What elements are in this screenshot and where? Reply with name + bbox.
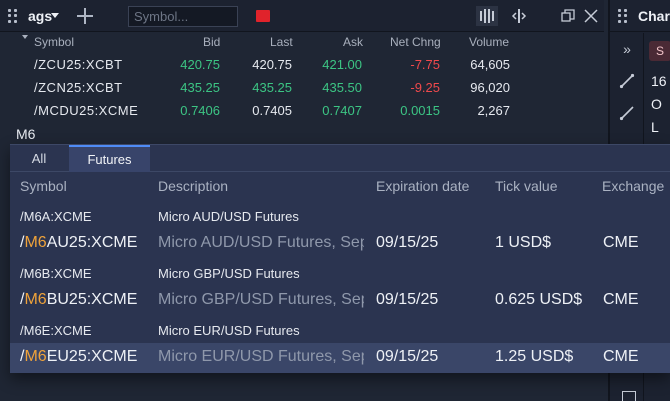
result-tick-value: 1 USD$: [495, 234, 552, 251]
row-bid: 0.7406: [180, 103, 220, 118]
col-expiration: Expiration date: [376, 178, 470, 194]
result-description: Micro EUR/USD Futures, Sep: [158, 348, 364, 365]
symbol-search-input[interactable]: [128, 6, 238, 27]
watchlist-header: Symbol Bid Last Ask Net Chng Volume: [0, 32, 604, 52]
tab-all[interactable]: All: [31, 151, 47, 166]
result-row-contract[interactable]: /M6AU25:XCME Micro AUD/USD Futures, Sep …: [10, 229, 670, 259]
row-net-chng: -9.25: [410, 80, 440, 95]
row-last: 420.75: [252, 57, 292, 72]
result-description: Micro GBP/USD Futures, Sep: [158, 291, 364, 308]
result-expiration: 09/15/25: [376, 348, 439, 365]
watchlist-toolbar: ags: [0, 0, 604, 32]
col-last[interactable]: Last: [270, 35, 293, 49]
col-description: Description: [158, 178, 229, 194]
row-symbol: /MCDU25:XCME: [34, 103, 139, 118]
symbol-chip[interactable]: S: [649, 41, 670, 61]
watchlist-row[interactable]: /ZCU25:XCBT 420.75 420.75 421.00 -7.75 6…: [0, 53, 604, 75]
window-icon[interactable]: [557, 6, 579, 26]
row-last: 0.7405: [252, 103, 292, 118]
tab-futures[interactable]: Futures: [69, 145, 150, 172]
line-tool-icon[interactable]: [619, 73, 635, 89]
chart-info-line: L: [651, 119, 659, 135]
result-description: Micro AUD/USD Futures, Sep: [158, 234, 364, 251]
panel-box-icon[interactable]: [622, 391, 636, 401]
row-ask: 435.50: [322, 80, 362, 95]
result-symbol: /M6E:XCME: [20, 323, 92, 338]
dropdown-header: Symbol Description Expiration date Tick …: [10, 172, 670, 202]
match-highlight: M6: [24, 348, 47, 365]
row-bid: 420.75: [180, 57, 220, 72]
result-exchange: CME: [603, 234, 639, 251]
bar-chart-icon[interactable]: [476, 6, 498, 26]
result-symbol: /M6EU25:XCME: [20, 348, 138, 365]
grip-icon[interactable]: [618, 9, 628, 23]
col-bid[interactable]: Bid: [203, 35, 221, 49]
col-exchange: Exchange: [602, 178, 665, 194]
result-exchange: CME: [603, 291, 639, 308]
result-row-contract-selected[interactable]: /M6EU25:XCME Micro EUR/USD Futures, Sep …: [10, 343, 670, 373]
col-symbol: Symbol: [20, 178, 67, 194]
symbol-query-text[interactable]: M6: [16, 126, 36, 142]
close-icon[interactable]: [580, 6, 602, 26]
row-volume: 96,020: [470, 80, 510, 95]
col-symbol[interactable]: Symbol: [34, 35, 75, 49]
ray-tool-icon[interactable]: [619, 105, 635, 121]
result-row-contract[interactable]: /M6BU25:XCME Micro GBP/USD Futures, Sep …: [10, 286, 670, 316]
result-row-root[interactable]: /M6E:XCME Micro EUR/USD Futures: [10, 316, 670, 343]
watchlist-name[interactable]: ags: [28, 8, 53, 24]
result-expiration: 09/15/25: [376, 291, 439, 308]
watchlist-row[interactable]: /MCDU25:XCME 0.7406 0.7405 0.7407 0.0015…: [0, 99, 604, 121]
flag-icon[interactable]: [256, 10, 270, 22]
result-row-root[interactable]: /M6A:XCME Micro AUD/USD Futures: [10, 202, 670, 229]
row-last: 435.25: [252, 80, 292, 95]
col-tick-value: Tick value: [495, 178, 558, 194]
result-tick-value: 0.625 USD$: [495, 291, 583, 308]
row-ask: 0.7407: [322, 103, 362, 118]
row-symbol: /ZCU25:XCBT: [34, 57, 123, 72]
result-symbol: /M6BU25:XCME: [20, 291, 138, 308]
row-volume: 64,605: [470, 57, 510, 72]
row-symbol: /ZCN25:XCBT: [34, 80, 123, 95]
result-tick-value: 1.25 USD$: [495, 348, 574, 365]
dropdown-tabs: All Futures: [10, 145, 670, 172]
row-net-chng: 0.0015: [400, 103, 440, 118]
row-ask: 421.00: [322, 57, 362, 72]
result-symbol: /M6B:XCME: [20, 266, 92, 281]
chart-toolbar: Chart: [610, 0, 670, 32]
result-description: Micro AUD/USD Futures: [158, 209, 299, 224]
row-volume: 2,267: [477, 103, 510, 118]
result-expiration: 09/15/25: [376, 234, 439, 251]
chart-title: Chart: [638, 8, 670, 24]
chart-area[interactable]: S 16 O L: [645, 33, 670, 401]
symbol-search-dropdown: All Futures Symbol Description Expiratio…: [10, 144, 670, 373]
row-net-chng: -7.75: [410, 57, 440, 72]
chart-info-line: O: [651, 96, 662, 112]
chevron-right-icon[interactable]: »: [623, 41, 631, 57]
result-exchange: CME: [603, 348, 639, 365]
sort-caret-icon[interactable]: [22, 35, 28, 39]
col-ask[interactable]: Ask: [343, 35, 364, 49]
plus-icon[interactable]: [76, 7, 94, 25]
watchlist-row[interactable]: /ZCN25:XCBT 435.25 435.25 435.50 -9.25 9…: [0, 76, 604, 98]
result-symbol: /M6AU25:XCME: [20, 234, 138, 251]
match-highlight: M6: [24, 291, 47, 308]
result-row-root[interactable]: /M6B:XCME Micro GBP/USD Futures: [10, 259, 670, 286]
col-net-chng[interactable]: Net Chng: [390, 35, 441, 49]
result-symbol: /M6A:XCME: [20, 209, 92, 224]
result-description: Micro GBP/USD Futures: [158, 266, 300, 281]
chevron-down-icon[interactable]: [51, 13, 59, 18]
col-volume[interactable]: Volume: [469, 35, 510, 49]
grip-icon[interactable]: [8, 9, 18, 23]
row-bid: 435.25: [180, 80, 220, 95]
chart-info-line: 16: [651, 73, 667, 89]
result-description: Micro EUR/USD Futures: [158, 323, 300, 338]
match-highlight: M6: [24, 234, 47, 251]
split-view-icon[interactable]: [508, 6, 530, 26]
